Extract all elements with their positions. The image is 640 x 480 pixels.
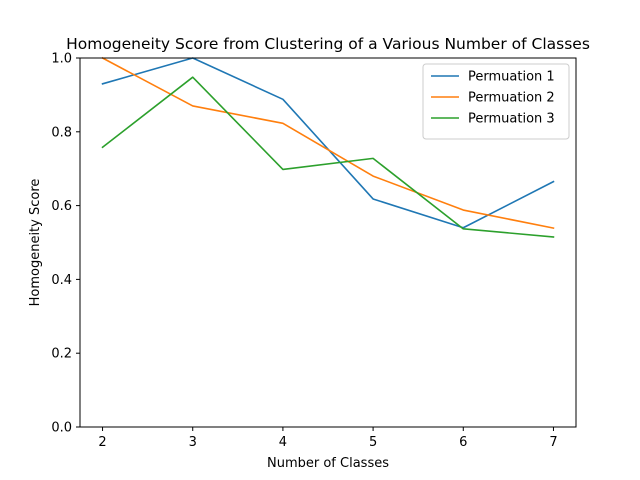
x-tick-label: 5: [369, 435, 377, 450]
series-line-permuation-2: [101, 56, 555, 230]
y-tick-label: 1.0: [51, 52, 72, 67]
x-axis: 2 3 4 5 6 7: [98, 427, 558, 450]
y-tick-label: 0.6: [51, 199, 72, 214]
series-layer: [101, 56, 555, 238]
y-axis-label: Homogeneity Score: [28, 179, 43, 307]
legend: Permuation 1 Permuation 2 Permuation 3: [422, 63, 570, 140]
series-line-permuation-3: [101, 76, 555, 238]
x-tick-label: 7: [549, 435, 557, 450]
chart-title: Homogeneity Score from Clustering of a V…: [66, 35, 590, 53]
y-axis: 0.0 0.2 0.4 0.6 0.8 1.0: [51, 52, 80, 436]
x-tick-label: 3: [189, 435, 197, 450]
legend-label: Permuation 2: [468, 91, 555, 106]
x-tick-label: 6: [459, 435, 467, 450]
y-tick-label: 0.0: [51, 421, 72, 436]
y-tick-label: 0.4: [51, 273, 72, 288]
x-tick-label: 4: [279, 435, 287, 450]
legend-box: [422, 63, 570, 140]
legend-label: Permuation 3: [468, 112, 555, 127]
x-tick-label: 2: [98, 435, 106, 450]
y-tick-label: 0.8: [51, 125, 72, 140]
y-tick-label: 0.2: [51, 347, 72, 362]
plot-frame: [79, 57, 577, 428]
x-axis-label: Number of Classes: [267, 456, 389, 471]
legend-label: Permuation 1: [468, 70, 555, 85]
